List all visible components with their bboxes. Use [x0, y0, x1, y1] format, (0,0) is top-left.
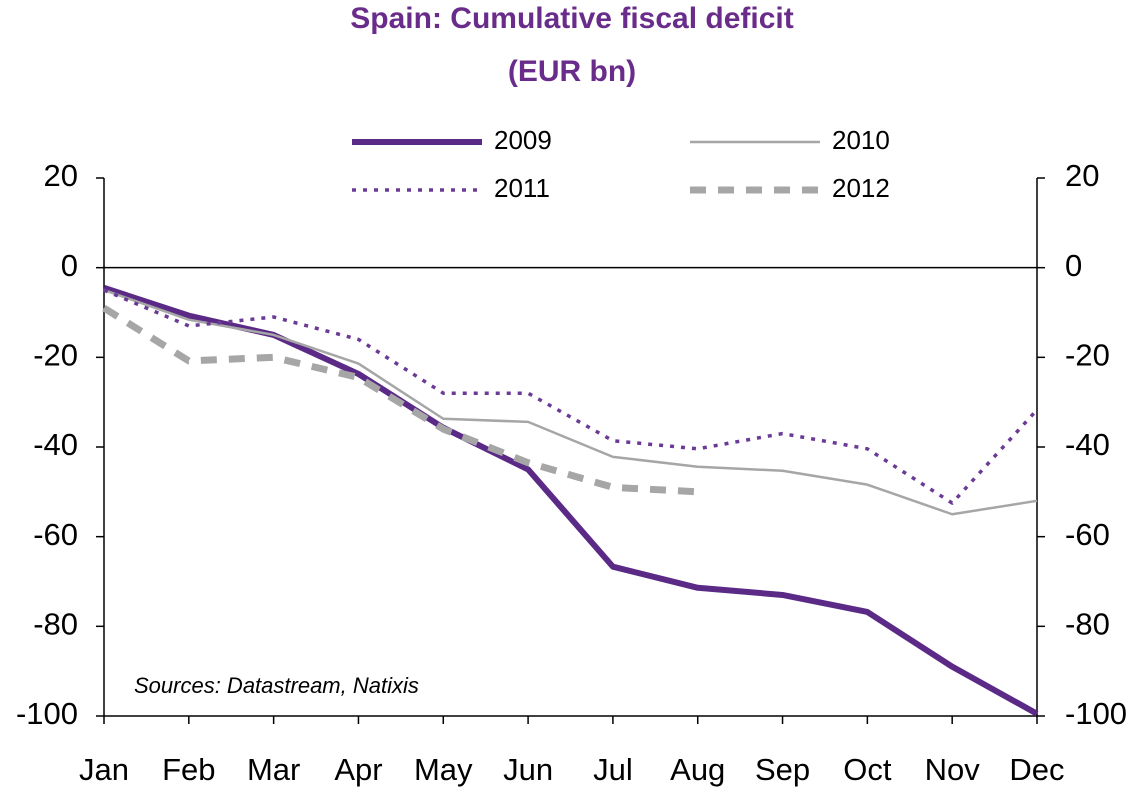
legend-label: 2011	[494, 173, 550, 203]
y2-tick-label: -100	[1065, 696, 1127, 731]
y-tick-label: 0	[61, 248, 78, 283]
chart-subtitle: (EUR bn)	[508, 55, 636, 88]
x-tick-label: Jul	[593, 752, 633, 787]
y-tick-label: -80	[33, 607, 78, 642]
x-tick-label: Nov	[925, 752, 981, 787]
x-tick-label: Oct	[843, 752, 892, 787]
annotation: Sources: Datastream, Natixis	[134, 673, 419, 698]
y-tick-label: -60	[33, 517, 78, 552]
y2-tick-label: -20	[1065, 338, 1110, 373]
y-tick-label: 20	[44, 158, 78, 193]
x-tick-label: Mar	[247, 752, 300, 787]
x-tick-label: Aug	[670, 752, 725, 787]
legend-label: 2010	[832, 125, 890, 155]
chart-title: Spain: Cumulative fiscal deficit	[350, 2, 793, 35]
legend-label: 2009	[494, 125, 552, 155]
line-series	[102, 305, 698, 496]
y2-tick-label: 0	[1065, 248, 1082, 283]
y2-tick-label: -40	[1065, 427, 1110, 462]
line-series	[103, 288, 1039, 505]
x-tick-label: Dec	[1009, 752, 1064, 787]
y2-tick-label: -60	[1065, 517, 1110, 552]
x-tick-label: Jan	[79, 752, 129, 787]
x-tick-label: Apr	[334, 752, 382, 787]
x-tick-label: Feb	[162, 752, 215, 787]
x-tick-label: May	[414, 752, 473, 787]
x-tick-label: Sep	[755, 752, 810, 787]
y-tick-label: -20	[33, 338, 78, 373]
y2-tick-label: -80	[1065, 607, 1110, 642]
legend-label: 2012	[832, 173, 890, 203]
line-series	[103, 284, 1039, 717]
line-series	[103, 288, 1038, 516]
y-tick-label: -100	[16, 696, 78, 731]
y-tick-label: -40	[33, 427, 78, 462]
x-tick-label: Jun	[503, 752, 553, 787]
y2-tick-label: 20	[1065, 158, 1099, 193]
